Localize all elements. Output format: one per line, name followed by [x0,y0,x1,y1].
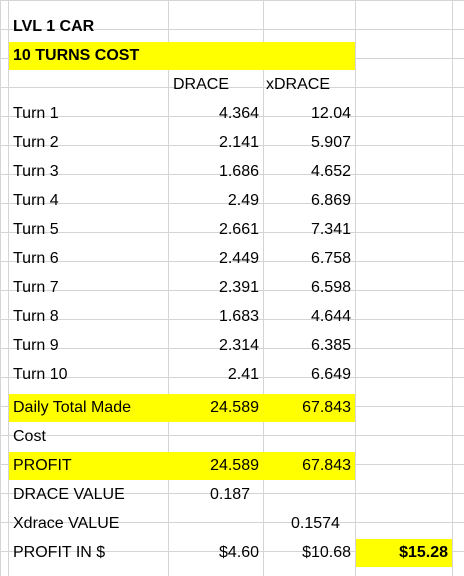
turn-label[interactable]: Turn 4 [13,192,59,209]
turn-drace-value[interactable]: 2.449 [218,250,259,267]
grid-line [168,0,169,576]
drace-value[interactable]: 0.187 [210,486,251,503]
header-drace[interactable]: DRACE [173,76,230,93]
turn-drace-value[interactable]: 2.141 [218,134,259,151]
turn-label[interactable]: Turn 9 [13,337,59,354]
turn-drace-value[interactable]: 2.41 [227,366,259,383]
sheet-title[interactable]: LVL 1 CAR [13,18,95,35]
turn-label[interactable]: Turn 3 [13,163,59,180]
turn-xdrace-value[interactable]: 5.907 [310,134,351,151]
daily-total-xdrace[interactable]: 67.843 [263,394,355,422]
turn-label[interactable]: Turn 8 [13,308,59,325]
turn-drace-value[interactable]: 2.314 [218,337,259,354]
turn-label[interactable]: Turn 6 [13,250,59,267]
profit-usd-total[interactable]: $15.28 [356,539,452,567]
profit-usd-drace[interactable]: $4.60 [218,544,259,561]
turn-drace-value[interactable]: 2.49 [227,192,259,209]
grid-line [452,0,453,576]
turn-xdrace-value[interactable]: 12.04 [310,105,351,122]
cost-label[interactable]: Cost [13,428,46,445]
daily-total-label[interactable]: Daily Total Made [9,394,168,422]
xdrace-value-label[interactable]: Xdrace VALUE [13,515,120,532]
turn-drace-value[interactable]: 2.661 [218,221,259,238]
header-xdrace[interactable]: xDRACE [266,76,331,93]
profit-xdrace[interactable]: 67.843 [263,452,355,480]
grid-line [263,0,264,576]
turn-xdrace-value[interactable]: 7.341 [310,221,351,238]
turn-label[interactable]: Turn 5 [13,221,59,238]
turn-label[interactable]: Turn 1 [13,105,59,122]
turn-xdrace-value[interactable]: 6.758 [310,250,351,267]
turn-label[interactable]: Turn 10 [13,366,68,383]
profit-usd-label[interactable]: PROFIT IN $ [13,544,106,561]
grid-line [8,0,9,576]
turn-label[interactable]: Turn 7 [13,279,59,296]
turn-drace-value[interactable]: 1.686 [218,163,259,180]
turn-label[interactable]: Turn 2 [13,134,59,151]
turn-xdrace-value[interactable]: 6.869 [310,192,351,209]
turn-drace-value[interactable]: 2.391 [218,279,259,296]
daily-total-drace[interactable]: 24.589 [168,394,263,422]
turn-xdrace-value[interactable]: 6.385 [310,337,351,354]
xdrace-value[interactable]: 0.1574 [291,515,340,532]
profit-label[interactable]: PROFIT [9,452,168,480]
profit-usd-xdrace[interactable]: $10.68 [302,544,351,561]
sheet-subtitle[interactable]: 10 TURNS COST [9,42,355,70]
profit-drace[interactable]: 24.589 [168,452,263,480]
turn-xdrace-value[interactable]: 4.644 [310,308,351,325]
turn-xdrace-value[interactable]: 6.649 [310,366,351,383]
turn-drace-value[interactable]: 4.364 [218,105,259,122]
drace-value-label[interactable]: DRACE VALUE [13,486,125,503]
grid-line [355,0,356,576]
turn-xdrace-value[interactable]: 6.598 [310,279,351,296]
turn-drace-value[interactable]: 1.683 [218,308,259,325]
turn-xdrace-value[interactable]: 4.652 [310,163,351,180]
